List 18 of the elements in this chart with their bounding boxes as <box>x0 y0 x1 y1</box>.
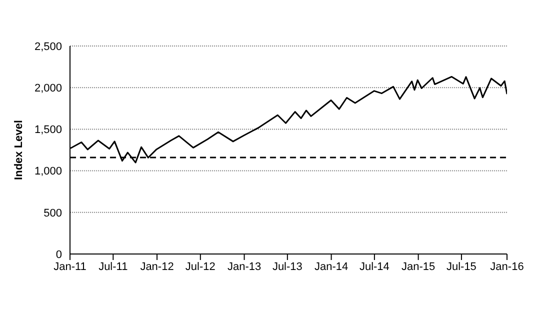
x-tick-label: Jul-13 <box>272 260 302 273</box>
y-tick-label: 2,500 <box>34 40 62 53</box>
x-tick-label: Jul-12 <box>185 260 216 273</box>
x-tick-label: Jan-12 <box>140 260 174 273</box>
y-axis-title: Index Level <box>12 120 25 180</box>
y-tick-label: 1,500 <box>34 124 62 136</box>
y-tick-label: 500 <box>44 207 62 220</box>
x-tick-label: Jul-11 <box>98 260 128 273</box>
y-tick-label: 2,000 <box>34 82 62 95</box>
x-tick-label: Jan-13 <box>227 260 262 273</box>
x-tick-label: Jan-16 <box>490 260 524 273</box>
x-tick-label: Jan-15 <box>401 260 436 273</box>
x-tick-label: Jan-14 <box>314 260 348 273</box>
y-tick-label: 0 <box>56 248 62 261</box>
x-tick-label: Jan-11 <box>54 260 86 273</box>
y-tick-label: 1,000 <box>34 166 62 178</box>
x-tick-label: Jul-14 <box>359 260 390 273</box>
x-tick-label: Jul-15 <box>446 260 476 273</box>
